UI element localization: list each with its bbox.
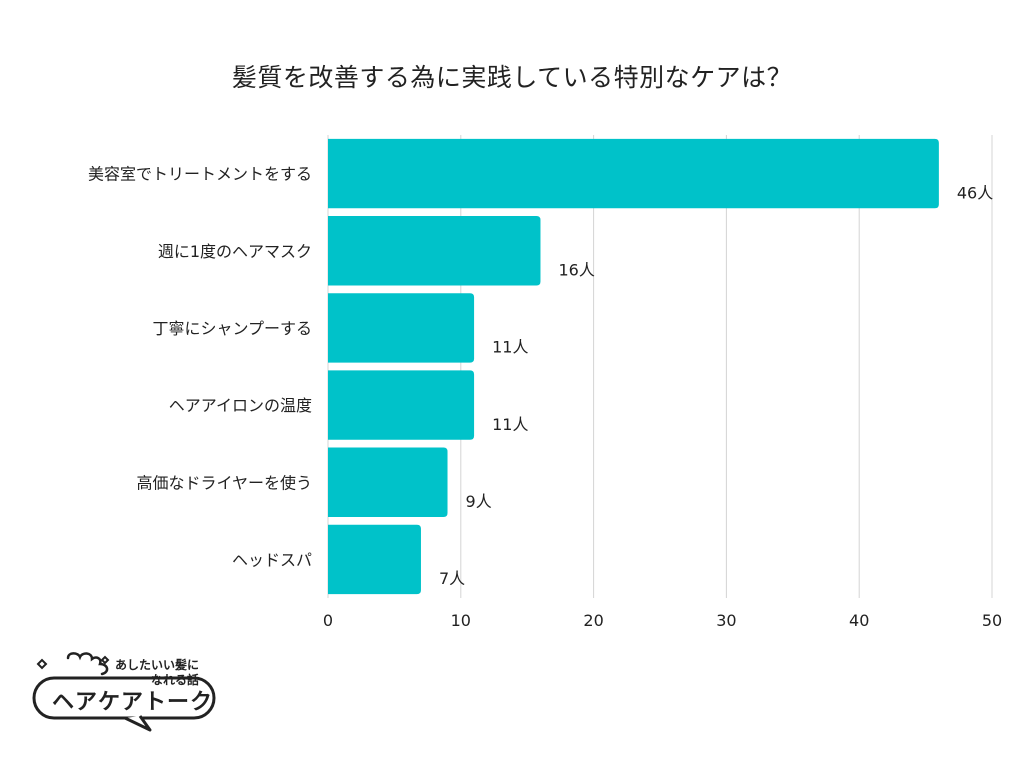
bar [328,370,475,440]
grid-lines [327,135,993,598]
brand-logo: あしたいい髪に なれる話 ヘアケアトーク [30,650,230,740]
value-label: 9人 [466,492,492,511]
bar [328,447,448,517]
logo-name: ヘアケアトーク [52,690,214,715]
x-tick-label: 40 [849,611,869,630]
chart-title: 髪質を改善する為に実践している特別なケアは？ [231,63,793,92]
value-label: 46人 [957,183,993,202]
value-label: 16人 [558,260,594,279]
x-tick-label: 30 [716,611,736,630]
x-tick-label: 20 [583,611,603,630]
value-label: 11人 [492,415,528,434]
x-axis-ticks: 0 10 20 30 40 50 [323,611,1002,630]
x-tick-label: 50 [982,611,1002,630]
category-label: ヘッドスパ [232,550,312,569]
category-label: 高価なドライヤーを使う [136,473,312,492]
bar [328,138,939,209]
logo-tagline: あしたいい髪に なれる話 [115,658,200,687]
category-label: ヘアアイロンの温度 [169,396,312,415]
x-tick-label: 0 [323,611,333,630]
value-label: 7人 [439,569,465,588]
bar [328,524,421,595]
bars [328,138,939,595]
x-tick-label: 10 [451,611,471,630]
category-label: 週に1度のヘアマスク [158,242,312,261]
category-label: 美容室でトリートメントをする [88,165,312,184]
bar [328,216,541,286]
bar [328,293,475,363]
category-label: 丁寧にシャンプーする [152,319,312,338]
speech-bubble-icon [32,652,216,732]
value-label: 11人 [492,338,528,357]
